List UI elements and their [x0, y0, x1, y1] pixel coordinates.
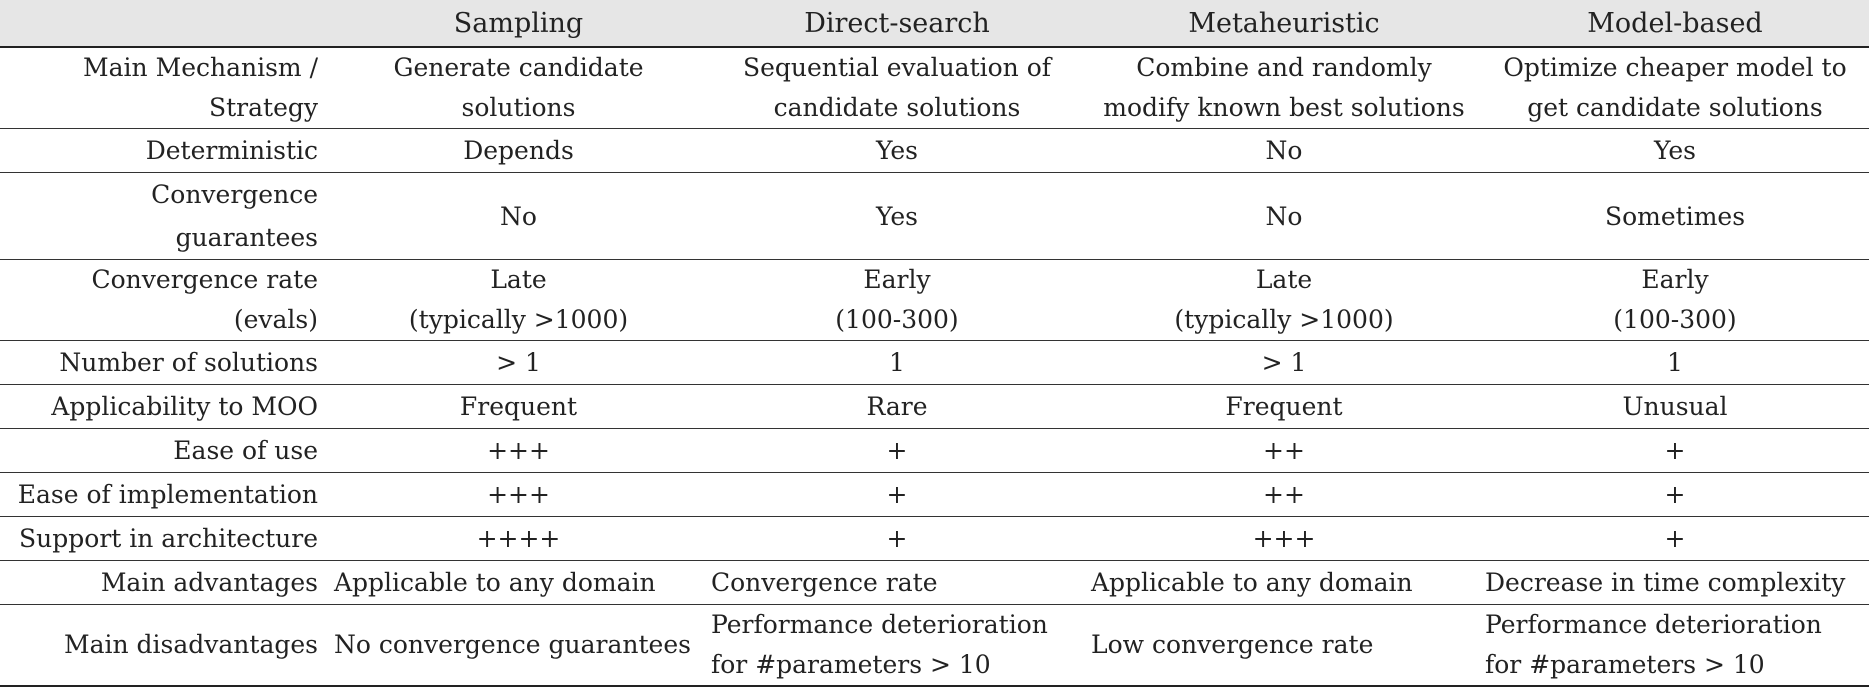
table-cell: +++: [1087, 516, 1481, 561]
table-cell: ++: [1087, 428, 1481, 473]
table-cell: > 1: [1087, 340, 1481, 385]
row-label: Number of solutions: [0, 340, 330, 385]
header-model-based: Model-based: [1481, 0, 1869, 48]
table-cell: +: [1481, 428, 1869, 473]
header-metaheuristic: Metaheuristic: [1087, 0, 1481, 48]
header-row: Sampling Direct-search Metaheuristic Mod…: [0, 0, 1869, 48]
table-row: Ease of use +++ + ++ +: [0, 428, 1869, 473]
table-row: Number of solutions > 1 1 > 1 1: [0, 340, 1869, 385]
table-cell: Unusual: [1481, 384, 1869, 429]
table-cell: +: [707, 516, 1087, 561]
table-cell: Yes: [707, 128, 1087, 173]
table-cell: Low convergence rate: [1087, 604, 1481, 687]
table-cell: No convergence guarantees: [330, 604, 707, 687]
row-label: Main advantages: [0, 560, 330, 605]
table-cell: Frequent: [1087, 384, 1481, 429]
header-sampling: Sampling: [330, 0, 707, 48]
table-cell: Applicable to any domain: [1087, 560, 1481, 605]
table-row: Main advantages Applicable to any domain…: [0, 560, 1869, 605]
table-row: Applicability to MOO Frequent Rare Frequ…: [0, 384, 1869, 429]
table-cell: Yes: [1481, 128, 1869, 173]
table-cell: Early (100-300): [707, 259, 1087, 341]
table-cell: Convergence rate: [707, 560, 1087, 605]
table-cell: Generate candidate solutions: [330, 47, 707, 129]
table-cell: Decrease in time complexity: [1481, 560, 1869, 605]
table-row: Deterministic Depends Yes No Yes: [0, 128, 1869, 173]
table-cell: Late (typically >1000): [330, 259, 707, 341]
table-cell: +++: [330, 428, 707, 473]
table-cell: Sequential evaluation of candidate solut…: [707, 47, 1087, 129]
table-cell: +: [707, 428, 1087, 473]
table-cell: Combine and randomly modify known best s…: [1087, 47, 1481, 129]
table-cell: Depends: [330, 128, 707, 173]
table-cell: Sometimes: [1481, 172, 1869, 260]
row-label: Ease of use: [0, 428, 330, 473]
table-row: Support in architecture ++++ + +++ +: [0, 516, 1869, 561]
table-row: Convergence guarantees No Yes No Sometim…: [0, 172, 1869, 260]
table-cell: 1: [1481, 340, 1869, 385]
row-label: Convergence rate (evals): [0, 259, 330, 341]
table-row: Convergence rate (evals) Late (typically…: [0, 259, 1869, 341]
table-cell: Applicable to any domain: [330, 560, 707, 605]
table-cell: +: [707, 472, 1087, 517]
row-label: Main disadvantages: [0, 604, 330, 687]
table-cell: Performance deterioration for #parameter…: [707, 604, 1087, 687]
table-cell: Early (100-300): [1481, 259, 1869, 341]
table-cell: Yes: [707, 172, 1087, 260]
row-label: Applicability to MOO: [0, 384, 330, 429]
table-cell: ++: [1087, 472, 1481, 517]
table-cell: +: [1481, 472, 1869, 517]
table-row: Main Mechanism / Strategy Generate candi…: [0, 47, 1869, 129]
table-cell: No: [330, 172, 707, 260]
row-label: Main Mechanism / Strategy: [0, 47, 330, 129]
table-cell: Performance deterioration for #parameter…: [1481, 604, 1869, 687]
table-cell: +++: [330, 472, 707, 517]
row-label: Convergence guarantees: [0, 172, 330, 260]
table-cell: Frequent: [330, 384, 707, 429]
table-cell: No: [1087, 172, 1481, 260]
table-cell: > 1: [330, 340, 707, 385]
table-cell: Rare: [707, 384, 1087, 429]
row-label: Ease of implementation: [0, 472, 330, 517]
table-cell: Late (typically >1000): [1087, 259, 1481, 341]
header-corner: [0, 0, 330, 48]
row-label: Deterministic: [0, 128, 330, 173]
row-label: Support in architecture: [0, 516, 330, 561]
table-cell: ++++: [330, 516, 707, 561]
table-row: Ease of implementation +++ + ++ +: [0, 472, 1869, 517]
table-cell: No: [1087, 128, 1481, 173]
table-row: Main disadvantages No convergence guaran…: [0, 604, 1869, 687]
table-cell: 1: [707, 340, 1087, 385]
header-direct-search: Direct-search: [707, 0, 1087, 48]
table-cell: +: [1481, 516, 1869, 561]
table-cell: Optimize cheaper model to get candidate …: [1481, 47, 1869, 129]
